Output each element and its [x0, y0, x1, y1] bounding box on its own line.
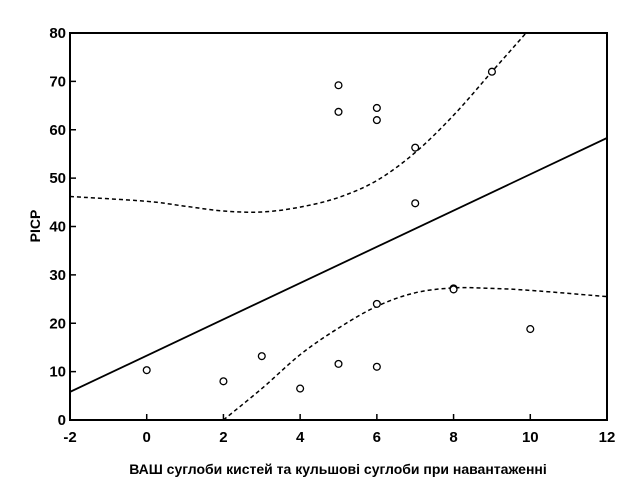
y-tick-label-4: 40 — [49, 219, 66, 236]
data-point-5 — [334, 81, 343, 90]
y-tick-label-0: 0 — [58, 412, 66, 429]
y-tick-label-8: 80 — [49, 25, 66, 42]
y-tick-label-5: 50 — [49, 170, 66, 187]
y-tick-label-6: 60 — [49, 122, 66, 139]
data-point-4 — [334, 359, 343, 368]
data-point-6 — [334, 107, 343, 116]
x-tick-label-2: 2 — [219, 429, 227, 446]
data-point-12 — [411, 199, 420, 208]
y-axis: 0 10 20 30 40 50 60 70 80 — [49, 25, 76, 429]
data-point-2 — [257, 352, 266, 361]
curves — [70, 33, 607, 420]
y-tick-label-7: 70 — [49, 73, 66, 90]
y-axis-title: РІСР — [27, 210, 43, 243]
data-point-11 — [411, 143, 420, 152]
y-tick-label-1: 10 — [49, 364, 66, 381]
x-tick-label-5: 8 — [449, 429, 457, 446]
x-tick-label-0: -2 — [63, 429, 76, 446]
confidence-band-3 — [222, 286, 607, 420]
x-tick-label-7: 12 — [599, 429, 616, 446]
x-tick-label-3: 4 — [296, 429, 305, 446]
x-tick-label-4: 6 — [373, 429, 381, 446]
x-tick-label-6: 10 — [522, 429, 539, 446]
data-point-14 — [449, 285, 458, 294]
y-tick-label-2: 20 — [49, 315, 66, 332]
regression-line — [70, 137, 607, 393]
data-point-15 — [487, 67, 496, 76]
data-point-10 — [372, 362, 381, 371]
x-tick-label-1: 0 — [143, 429, 151, 446]
data-point-1 — [219, 377, 228, 386]
y-tick-label-3: 30 — [49, 267, 66, 284]
confidence-band-2 — [70, 33, 528, 213]
data-point-16 — [526, 325, 535, 334]
data-point-9 — [372, 299, 381, 308]
data-point-7 — [372, 103, 381, 113]
data-point-0 — [142, 366, 151, 375]
x-axis-title: ВАШ суглоби кистей та кульшові суглоби п… — [129, 461, 547, 477]
data-point-3 — [296, 384, 305, 393]
x-axis: -2 0 2 4 6 8 10 12 — [63, 414, 615, 446]
data-point-8 — [372, 116, 381, 125]
data-points — [142, 67, 535, 393]
